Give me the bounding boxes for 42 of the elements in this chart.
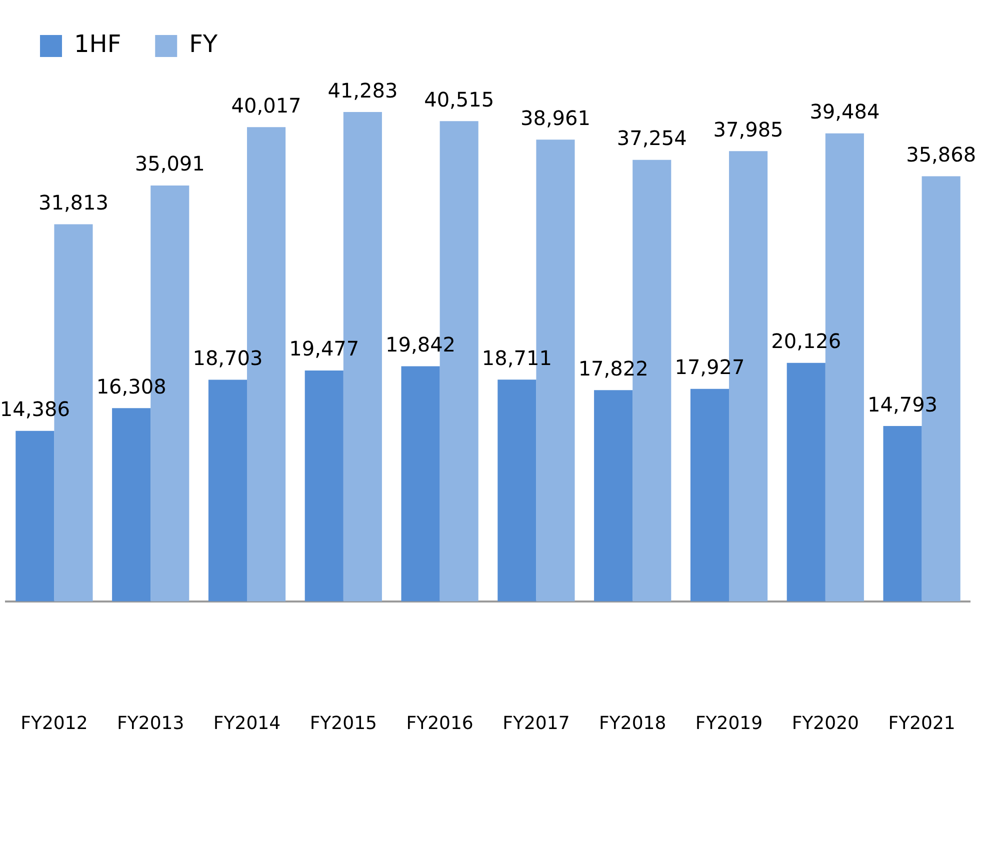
x-tick-label: FY2013 bbox=[117, 712, 184, 734]
bar bbox=[16, 430, 54, 602]
bar bbox=[401, 366, 440, 602]
bar bbox=[208, 380, 247, 602]
bar bbox=[304, 370, 344, 602]
x-tick-label: FY2017 bbox=[502, 712, 570, 734]
data-label: 40,017 bbox=[231, 93, 302, 118]
data-label: 17,822 bbox=[578, 356, 648, 380]
bar bbox=[883, 426, 922, 602]
data-label: 18,703 bbox=[192, 346, 263, 370]
data-label: 38,961 bbox=[520, 106, 590, 130]
bar bbox=[690, 388, 729, 602]
x-tick-label: FY2012 bbox=[20, 712, 88, 734]
data-label: 18,711 bbox=[482, 346, 552, 370]
x-tick-label: FY2018 bbox=[599, 712, 666, 734]
bar bbox=[786, 362, 826, 602]
data-label: 39,484 bbox=[810, 100, 880, 124]
data-label: 41,283 bbox=[328, 78, 398, 102]
x-tick-label: FY2014 bbox=[213, 712, 281, 734]
legend-label: 1HF bbox=[74, 30, 122, 58]
data-label: 14,793 bbox=[868, 392, 938, 416]
data-label: 37,985 bbox=[713, 117, 784, 142]
x-tick-label: FY2020 bbox=[792, 712, 859, 734]
data-label: 31,813 bbox=[38, 190, 108, 215]
data-label: 35,091 bbox=[134, 152, 205, 176]
data-label: 14,386 bbox=[0, 397, 70, 422]
data-label: 19,477 bbox=[289, 336, 360, 361]
data-label: 19,842 bbox=[386, 332, 456, 356]
legend-label: FY bbox=[189, 30, 218, 58]
data-label: 37,254 bbox=[616, 126, 687, 150]
bar bbox=[594, 390, 633, 602]
bar bbox=[112, 408, 151, 602]
data-label: 40,515 bbox=[424, 87, 494, 112]
bar bbox=[498, 380, 536, 602]
data-label: 17,927 bbox=[674, 355, 745, 380]
x-tick-label: FY2015 bbox=[310, 712, 377, 734]
x-tick-label: FY2016 bbox=[406, 712, 474, 734]
x-tick-label: FY2019 bbox=[695, 712, 763, 734]
x-tick-label: FY2021 bbox=[888, 712, 956, 734]
data-label: 16,308 bbox=[96, 374, 166, 398]
data-label: 35,868 bbox=[906, 142, 976, 166]
data-label: 20,126 bbox=[771, 329, 842, 354]
